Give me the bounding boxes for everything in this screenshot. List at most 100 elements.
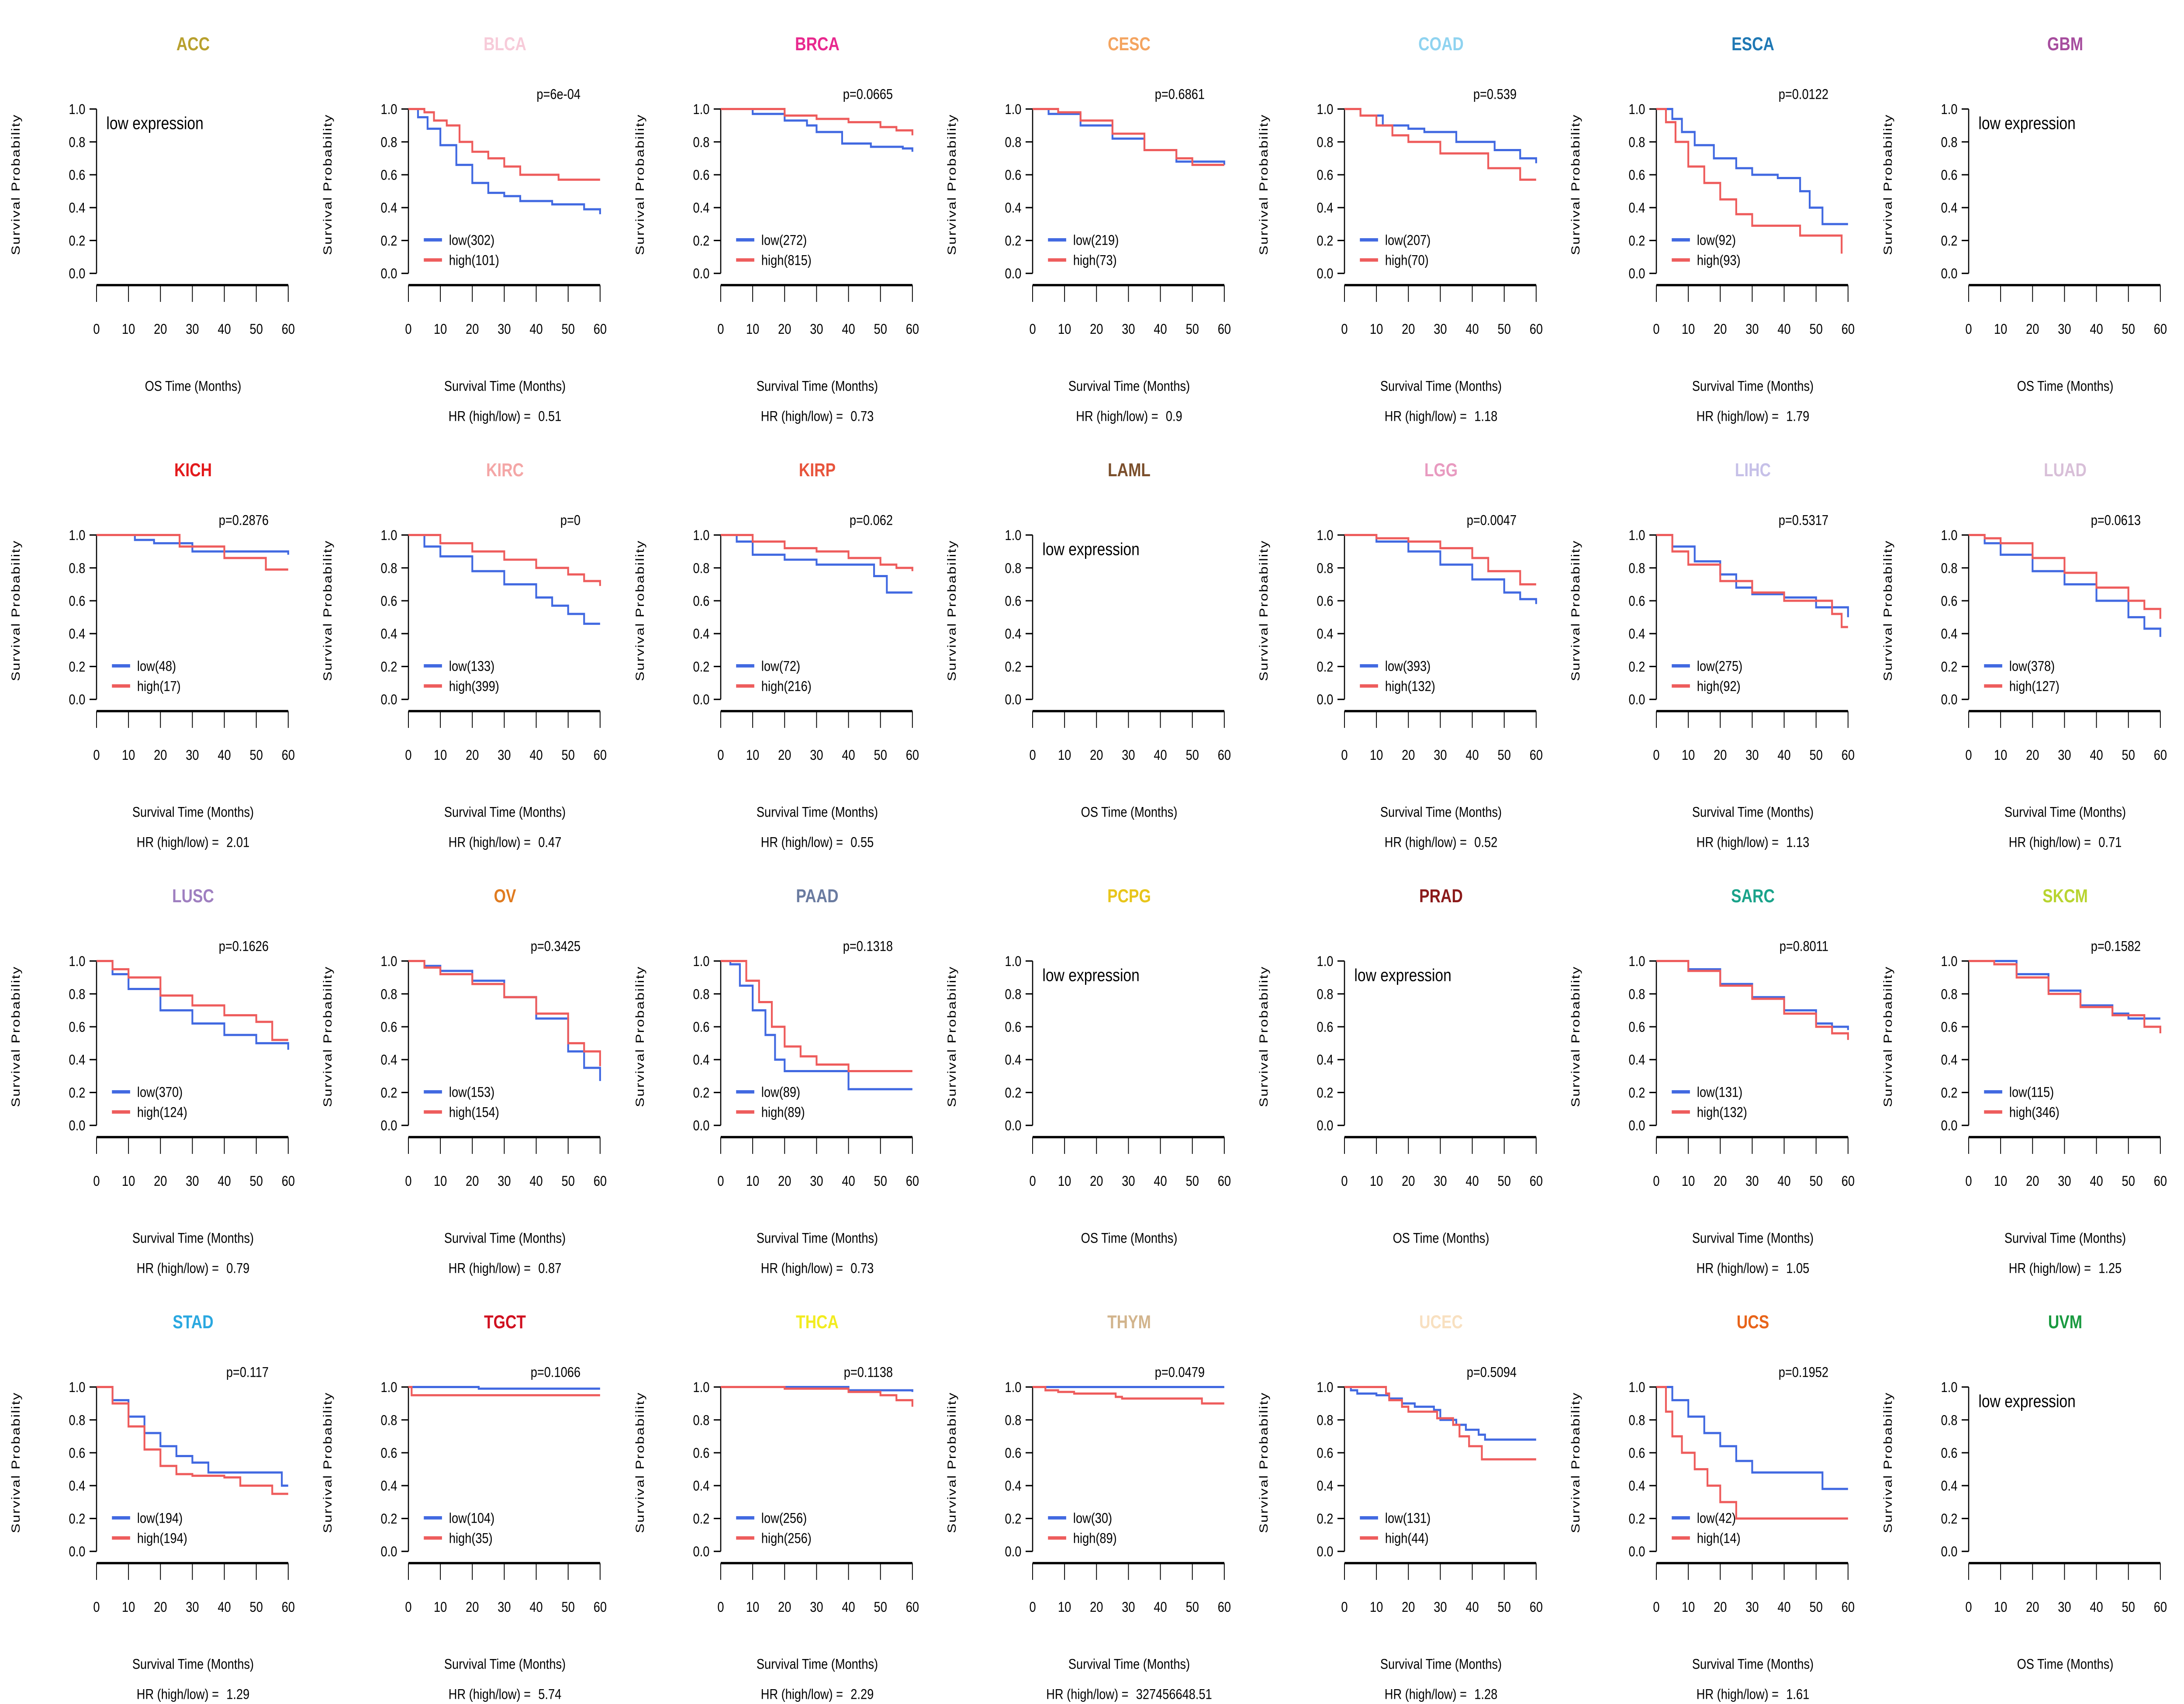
legend-label-low: low(275) bbox=[1697, 658, 1742, 674]
x-axis-label: Survival Time (Months) bbox=[756, 378, 878, 394]
y-tick-label: 0.0 bbox=[69, 1118, 86, 1134]
y-tick-label: 1.0 bbox=[693, 954, 709, 970]
x-tick-label: 50 bbox=[874, 748, 887, 763]
y-tick-label: 1.0 bbox=[693, 1380, 709, 1396]
hazard-ratio: HR (high/low) = 327456648.51 bbox=[1046, 1687, 1212, 1702]
hazard-ratio: HR (high/low) = 1.28 bbox=[1385, 1687, 1497, 1702]
km-panel-ov: OV 0.0 0.2 0.4 0.6 0.8 1.0 Survival Probability… bbox=[312, 852, 624, 1278]
x-tick-label: 10 bbox=[1682, 1174, 1695, 1189]
x-tick-label: 20 bbox=[154, 1600, 167, 1615]
legend-label-high: high(132) bbox=[1697, 1105, 1747, 1120]
x-axis-label: Survival Time (Months) bbox=[2004, 1230, 2126, 1246]
y-tick-label: 1.0 bbox=[381, 954, 397, 970]
x-axis-label: OS Time (Months) bbox=[1393, 1230, 1489, 1246]
y-tick-label: 0.4 bbox=[1005, 1479, 1021, 1494]
legend-label-low: low(302) bbox=[449, 232, 494, 248]
y-axis-label: Survival Probability bbox=[1569, 540, 1583, 681]
km-curve-high bbox=[1344, 1386, 1536, 1461]
x-tick-label: 60 bbox=[1530, 1174, 1543, 1189]
x-tick-label: 10 bbox=[1370, 322, 1383, 337]
legend-label-low: low(393) bbox=[1385, 658, 1431, 674]
y-tick-label: 0.8 bbox=[1005, 1413, 1021, 1428]
x-tick-label: 60 bbox=[2153, 1174, 2167, 1189]
p-value: p=0.6861 bbox=[1155, 87, 1205, 102]
y-tick-label: 0.4 bbox=[69, 627, 86, 642]
km-plot-svg: ACC 0.0 0.2 0.4 0.6 0.8 1.0 Survival Probabilit… bbox=[9, 34, 295, 394]
km-panel-gbm: GBM 0.0 0.2 0.4 0.6 0.8 1.0 Survival Probabilit… bbox=[1872, 0, 2184, 426]
x-tick-label: 10 bbox=[1682, 322, 1695, 337]
km-curve-high bbox=[720, 108, 913, 135]
x-tick-label: 50 bbox=[562, 1174, 575, 1189]
hazard-ratio: HR (high/low) = 1.13 bbox=[1697, 835, 1809, 850]
panel-title: STAD bbox=[173, 1312, 213, 1333]
x-tick-label: 30 bbox=[498, 322, 511, 337]
km-curve-low bbox=[720, 960, 912, 1091]
km-panel-thca: THCA 0.0 0.2 0.4 0.6 0.8 1.0 Survival Probabili… bbox=[624, 1278, 936, 1704]
hr-value: 327456648.51 bbox=[1136, 1687, 1212, 1702]
legend-label-high: high(346) bbox=[2009, 1105, 2060, 1120]
km-curve-low bbox=[1032, 108, 1225, 165]
hazard-ratio: HR (high/low) = 1.05 bbox=[1697, 1261, 1809, 1276]
km-panel-lusc: LUSC 0.0 0.2 0.4 0.6 0.8 1.0 Survival Probabili… bbox=[0, 852, 312, 1278]
legend-label-high: high(815) bbox=[761, 253, 811, 268]
x-tick-label: 50 bbox=[1810, 1600, 1823, 1615]
y-axis-label: Survival Probability bbox=[633, 540, 646, 681]
x-tick-label: 20 bbox=[154, 322, 167, 337]
x-tick-label: 0 bbox=[1029, 1600, 1036, 1615]
km-plot-svg: CESC 0.0 0.2 0.4 0.6 0.8 1.0 Survival Probabili… bbox=[945, 34, 1231, 424]
x-axis-label: OS Time (Months) bbox=[145, 378, 242, 394]
y-tick-label: 0.8 bbox=[1941, 1413, 1957, 1428]
y-tick-label: 0.8 bbox=[1629, 1413, 1645, 1428]
x-axis-label: Survival Time (Months) bbox=[444, 378, 566, 394]
x-axis-label: Survival Time (Months) bbox=[1692, 1656, 1814, 1672]
y-tick-label: 0.0 bbox=[1941, 1118, 1957, 1134]
hr-value: 1.79 bbox=[1787, 409, 1810, 424]
km-panel-acc: ACC 0.0 0.2 0.4 0.6 0.8 1.0 Survival Probabilit… bbox=[0, 0, 312, 426]
x-tick-label: 0 bbox=[405, 322, 412, 337]
x-tick-label: 40 bbox=[530, 1600, 543, 1615]
x-tick-label: 10 bbox=[1994, 322, 2007, 337]
p-value: p=0.539 bbox=[1473, 87, 1517, 102]
y-tick-label: 0.6 bbox=[1005, 593, 1021, 609]
x-tick-label: 20 bbox=[154, 748, 167, 763]
y-tick-label: 0.6 bbox=[693, 1019, 709, 1035]
km-curve-high bbox=[1344, 108, 1536, 181]
panel-title: KICH bbox=[174, 460, 212, 481]
panel-title: UVM bbox=[2048, 1312, 2082, 1333]
km-plot-svg: UCS 0.0 0.2 0.4 0.6 0.8 1.0 Survival Probabilit… bbox=[1569, 1312, 1855, 1702]
x-tick-label: 0 bbox=[1653, 1600, 1660, 1615]
x-tick-label: 10 bbox=[1994, 1174, 2007, 1189]
km-curve-high bbox=[720, 960, 912, 1073]
x-axis-label: Survival Time (Months) bbox=[132, 1230, 254, 1246]
y-axis-label: Survival Probability bbox=[1257, 540, 1270, 681]
y-axis-label: Survival Probability bbox=[945, 1392, 958, 1533]
km-panel-luad: LUAD 0.0 0.2 0.4 0.6 0.8 1.0 Survival Probabili… bbox=[1872, 426, 2184, 852]
p-value: p=0 bbox=[560, 513, 581, 528]
hazard-ratio: HR (high/low) = 2.29 bbox=[760, 1687, 873, 1702]
y-tick-label: 0.6 bbox=[381, 167, 397, 183]
x-tick-label: 40 bbox=[842, 1600, 855, 1615]
hr-prefix: HR (high/low) = bbox=[1046, 1687, 1132, 1702]
y-tick-label: 0.0 bbox=[1005, 1118, 1021, 1134]
y-tick-label: 0.0 bbox=[1941, 1544, 1957, 1560]
legend-label-low: low(104) bbox=[449, 1510, 494, 1526]
y-tick-label: 0.4 bbox=[1317, 1479, 1334, 1494]
hr-value: 1.61 bbox=[1787, 1687, 1810, 1702]
x-tick-label: 10 bbox=[1058, 1174, 1071, 1189]
x-tick-label: 60 bbox=[594, 748, 607, 763]
x-tick-label: 0 bbox=[1965, 322, 1972, 337]
y-tick-label: 0.2 bbox=[1005, 1085, 1021, 1101]
x-tick-label: 30 bbox=[2058, 1174, 2071, 1189]
km-curve-high bbox=[720, 534, 913, 571]
x-tick-label: 40 bbox=[2090, 1174, 2103, 1189]
hazard-ratio: HR (high/low) = 1.61 bbox=[1697, 1687, 1809, 1702]
x-tick-label: 20 bbox=[778, 1174, 791, 1189]
km-curve-low bbox=[1344, 108, 1538, 163]
x-tick-label: 60 bbox=[1530, 1600, 1543, 1615]
km-plot-svg: BRCA 0.0 0.2 0.4 0.6 0.8 1.0 Survival Probabili… bbox=[633, 34, 919, 424]
x-tick-label: 0 bbox=[1653, 322, 1660, 337]
legend-label-low: low(153) bbox=[449, 1084, 494, 1100]
km-curve-high bbox=[97, 1386, 288, 1495]
x-tick-label: 20 bbox=[466, 748, 479, 763]
y-axis-label: Survival Probability bbox=[1881, 1392, 1894, 1533]
